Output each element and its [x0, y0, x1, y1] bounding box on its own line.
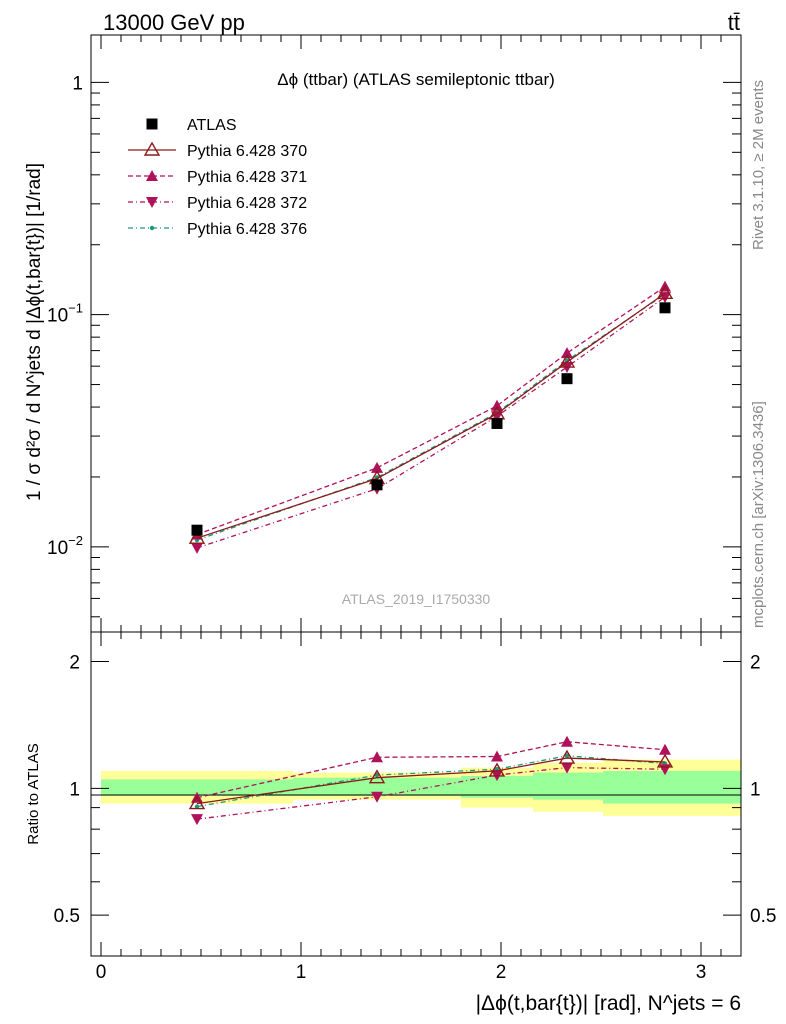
xtick-label: 0	[96, 962, 107, 983]
xtick-label: 2	[496, 962, 507, 983]
data-point	[656, 284, 674, 300]
series-line	[196, 296, 666, 549]
ratio-point	[656, 753, 674, 768]
ratio-point	[368, 769, 386, 784]
main-ytick-label: 1	[72, 73, 83, 94]
ratio-ytick-label-right: 2	[750, 653, 761, 674]
main-watermark: ATLAS_2019_I1750330	[342, 591, 491, 607]
ratio-ytick-label: 1	[69, 779, 80, 800]
rivet-label: Rivet 3.1.10, ≥ 2M events	[750, 80, 767, 250]
legend: ATLAS Pythia 6.428 370 Pythia 6.428 371 Pyt…	[128, 117, 307, 238]
energy-label: 13000 GeV pp	[103, 10, 245, 35]
xaxis-label: |Δϕ(t,bar{t})| [rad], N^jets = 6	[476, 992, 741, 1015]
ratio-panel: 2 2 1 1 0.5 0.5 0 1 2 3 Ratio to ATLAS |Δϕ(t,bar{…	[25, 631, 776, 1015]
series-pythia-372	[191, 292, 671, 554]
data-point	[491, 417, 503, 429]
main-panel: 1 10−1 10−2 Δϕ (ttbar) (ATLAS semileptonic…	[24, 34, 742, 633]
ratio-point	[564, 753, 570, 758]
ratio-point	[371, 751, 383, 763]
main-ylabel: 1 / σ d²σ / d N^jets d |Δϕ(t,bar{t})| [1…	[24, 163, 45, 501]
process-label: tt̄	[728, 10, 740, 35]
main-ytick-label: 10−1	[47, 301, 83, 327]
legend-label: Pythia 6.428 372	[187, 195, 307, 212]
series-pythia-371	[191, 280, 671, 540]
data-point	[659, 302, 671, 314]
ratio-point	[491, 750, 503, 762]
legend-label: ATLAS	[187, 117, 237, 134]
data-point	[371, 479, 383, 491]
main-series	[188, 280, 674, 554]
uncertainty-band-stat	[461, 775, 533, 798]
data-point	[561, 373, 573, 385]
uncertainty-band-stat	[533, 772, 603, 800]
ratio-ytick-label: 0.5	[54, 906, 80, 927]
data-point	[491, 411, 503, 423]
ratio-point	[191, 814, 203, 826]
series-line	[196, 286, 666, 536]
data-point	[558, 353, 576, 368]
legend-marker	[146, 118, 158, 130]
ratio-point	[488, 762, 506, 777]
ratio-point	[561, 762, 573, 774]
ratio-point	[371, 791, 383, 803]
ratio-point	[194, 804, 200, 809]
series-line	[196, 293, 666, 541]
ratio-line	[196, 757, 666, 805]
data-point	[191, 542, 203, 554]
legend-label: Pythia 6.428 376	[187, 221, 307, 238]
mcplots-label: mcplots.cern.ch [arXiv:1306.3436]	[750, 401, 767, 628]
main-ytick-label: 10−2	[47, 533, 83, 559]
ratio-series-371	[191, 735, 671, 803]
data-point	[561, 347, 573, 359]
ratio-series-370	[188, 749, 674, 810]
legend-marker	[149, 225, 155, 231]
ratio-point	[374, 772, 380, 778]
ratio-ylabel: Ratio to ATLAS	[25, 743, 42, 844]
ratio-ticks: 2 2 1 1 0.5 0.5 0 1 2 3	[54, 632, 776, 983]
legend-marker	[146, 170, 158, 181]
ratio-series	[188, 735, 674, 826]
legend-label: Pythia 6.428 370	[187, 143, 307, 160]
legend-marker	[143, 141, 161, 156]
data-point	[191, 524, 203, 536]
xtick-label: 3	[696, 962, 707, 983]
main-title: Δϕ (ttbar) (ATLAS semileptonic ttbar)	[277, 70, 555, 89]
series-pythia-376	[194, 291, 668, 543]
ratio-frame	[90, 631, 742, 957]
uncertainty-band-stat	[101, 779, 293, 796]
data-point	[371, 461, 383, 473]
data-point	[491, 399, 503, 411]
xtick-label: 1	[296, 962, 307, 983]
ratio-point	[561, 735, 573, 747]
ratio-ytick-label-right: 1	[750, 779, 761, 800]
ratio-ytick-label: 2	[69, 653, 80, 674]
series-atlas	[191, 302, 671, 536]
main-ticks: 1 10−1 10−2	[47, 35, 742, 632]
ratio-point	[659, 743, 671, 755]
ratio-point	[558, 749, 576, 764]
ratio-ytick-label-right: 0.5	[750, 906, 776, 927]
legend-label: Pythia 6.428 371	[187, 169, 307, 186]
series-line	[196, 292, 666, 539]
legend-marker	[146, 197, 158, 208]
data-point	[188, 529, 206, 544]
series-pythia-370	[188, 284, 674, 544]
uncertainty-band-stat	[603, 770, 741, 804]
ratio-point	[188, 795, 206, 810]
